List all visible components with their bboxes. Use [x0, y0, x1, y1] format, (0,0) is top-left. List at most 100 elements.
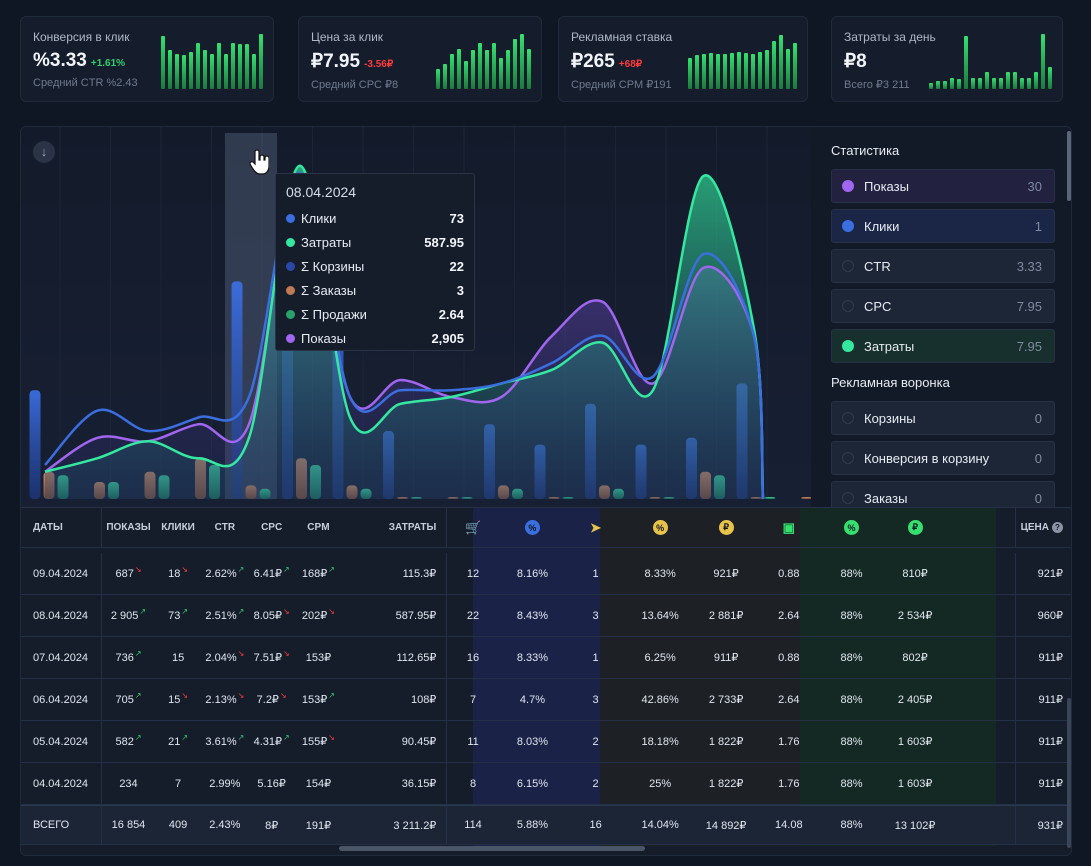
column-header[interactable]: %: [499, 508, 566, 547]
table-cell: [948, 553, 1017, 594]
series-label: Показы: [864, 178, 909, 194]
series-toggle-stat[interactable]: Клики 1: [831, 209, 1055, 243]
toggle-dot-icon: [842, 412, 854, 424]
table-cell: 2.51% ↗: [201, 595, 248, 636]
cell-value: 2 881₽: [708, 610, 744, 622]
column-group-band: [600, 508, 800, 846]
series-toggle-stat[interactable]: CTR 3.33: [831, 249, 1055, 283]
table-cell: 7.2₽ ↘: [248, 679, 295, 720]
series-toggle-stat[interactable]: CPC 7.95: [831, 289, 1055, 323]
table-vertical-scrollbar[interactable]: [1067, 698, 1071, 848]
table-cell: 911₽: [1016, 679, 1071, 720]
table-cell: 3.61% ↗: [201, 721, 248, 762]
table-cell: 2: [566, 763, 625, 804]
column-header[interactable]: ЦЕНА?: [1016, 508, 1071, 547]
cell-value: 2.64: [778, 693, 800, 706]
sparkline-bar: [506, 50, 510, 89]
table-cell: 15: [155, 637, 202, 678]
table-cell: 05.04.2024: [21, 721, 103, 762]
kpi-subtitle: Средний CPM ₽191: [571, 79, 672, 91]
column-header[interactable]: %: [821, 508, 883, 547]
sparkline-bar: [957, 79, 961, 89]
tooltip-label: Затраты: [301, 234, 352, 250]
cell-value: 22: [466, 609, 480, 622]
sparkline-bar: [464, 61, 468, 89]
kpi-value: ₽265 +68₽: [571, 50, 795, 73]
sparkline-bar: [1034, 72, 1038, 89]
trend-down-icon: ↘: [237, 691, 245, 700]
sparkline-bar: [695, 55, 699, 89]
column-header[interactable]: ➤: [566, 508, 625, 547]
cell-value: 8.05₽: [253, 610, 282, 622]
cell-value: 911₽: [1038, 652, 1063, 664]
series-toggle-funnel[interactable]: Заказы 0: [831, 481, 1055, 507]
cell-value: 08.04.2024: [33, 609, 89, 622]
series-line: [44, 171, 765, 500]
toggle-dot-icon: [842, 180, 854, 192]
arrow-down-icon[interactable]: ↓: [33, 141, 55, 163]
table-cell: 8₽: [248, 806, 295, 844]
cell-value: 06.04.2024: [33, 693, 89, 706]
table-cell: 0.88: [757, 637, 821, 678]
column-header[interactable]: ▣: [757, 508, 821, 547]
column-header[interactable]: CPM: [295, 508, 342, 547]
column-header[interactable]: ПОКАЗЫ: [102, 508, 154, 547]
cell-value: 587.95₽: [395, 610, 437, 622]
bar-orders: [801, 497, 812, 499]
column-header[interactable]: ДАТЫ: [21, 508, 103, 547]
table-cell: 911₽: [1016, 721, 1071, 762]
series-label: Конверсия в корзину: [864, 450, 990, 466]
legend-dot-icon: [286, 333, 295, 343]
table-cell: 8.16%: [499, 553, 566, 594]
sparkline-bar: [716, 54, 720, 89]
column-header[interactable]: CPC: [248, 508, 295, 547]
bar-sales: [764, 497, 776, 499]
cell-value: 802₽: [902, 652, 928, 664]
table-cell: 6.41₽ ↗: [248, 553, 295, 594]
table-cell: 153₽ ↗: [295, 679, 342, 720]
kpi-title: Рекламная ставка: [571, 30, 673, 44]
cell-value: 8₽: [265, 819, 279, 832]
chart-area[interactable]: ↓ 08.04.2024 Клики 73 Затраты 587.95 Σ Корзи…: [21, 127, 826, 507]
cell-value: 13.64%: [641, 609, 679, 622]
cell-value: 14.08: [775, 819, 803, 831]
column-header[interactable]: ЗАТРАТЫ: [342, 508, 448, 547]
table-cell: 15 ↘: [155, 679, 202, 720]
table-cell: 14.08: [757, 806, 821, 844]
table-cell: 7: [447, 679, 498, 720]
cell-value: 5.88%: [516, 819, 549, 831]
table-total-row: ВСЕГО 16 854 409 2.43% 8₽ 191₽ 3 211.2₽ 114 5.88…: [21, 805, 1071, 845]
cart-icon: 🛒: [464, 519, 482, 535]
column-header[interactable]: CTR: [201, 508, 248, 547]
kpi-title: Затраты за день: [844, 30, 936, 44]
column-header[interactable]: [948, 508, 1017, 547]
column-header[interactable]: ₽: [882, 508, 947, 547]
cell-value: 234: [119, 777, 138, 790]
series-toggle-stat[interactable]: Показы 30: [831, 169, 1055, 203]
tooltip-row: Σ Корзины 22: [286, 254, 464, 278]
sparkline-bar: [196, 43, 200, 89]
cell-value: 168₽: [301, 568, 328, 580]
horizontal-scrollbar[interactable]: [339, 846, 645, 851]
column-header[interactable]: 🛒: [447, 508, 498, 547]
series-toggle-funnel[interactable]: Конверсия в корзину 0: [831, 441, 1055, 475]
side-scrollbar[interactable]: [1067, 131, 1071, 201]
table-cell: 22: [447, 595, 498, 636]
cursor-hand-icon: [249, 149, 269, 175]
help-icon[interactable]: ?: [1051, 522, 1063, 533]
cell-value: 16 854: [111, 819, 146, 831]
table-cell: 582 ↗: [102, 721, 154, 762]
column-header[interactable]: КЛИКИ: [155, 508, 202, 547]
table-cell: 911₽: [1016, 637, 1071, 678]
column-header[interactable]: %: [625, 508, 695, 547]
table-cell: 8.03%: [499, 721, 566, 762]
table-cell: 16: [566, 806, 625, 844]
header-label: CPC: [261, 522, 283, 533]
table-cell: 14.04%: [625, 806, 695, 844]
column-header[interactable]: ₽: [695, 508, 757, 547]
cell-value: 8: [469, 777, 477, 790]
cell-value: 3 211.2₽: [393, 819, 437, 832]
series-area: [45, 165, 763, 499]
series-toggle-stat[interactable]: Затраты 7.95: [831, 329, 1055, 363]
series-toggle-funnel[interactable]: Корзины 0: [831, 401, 1055, 435]
